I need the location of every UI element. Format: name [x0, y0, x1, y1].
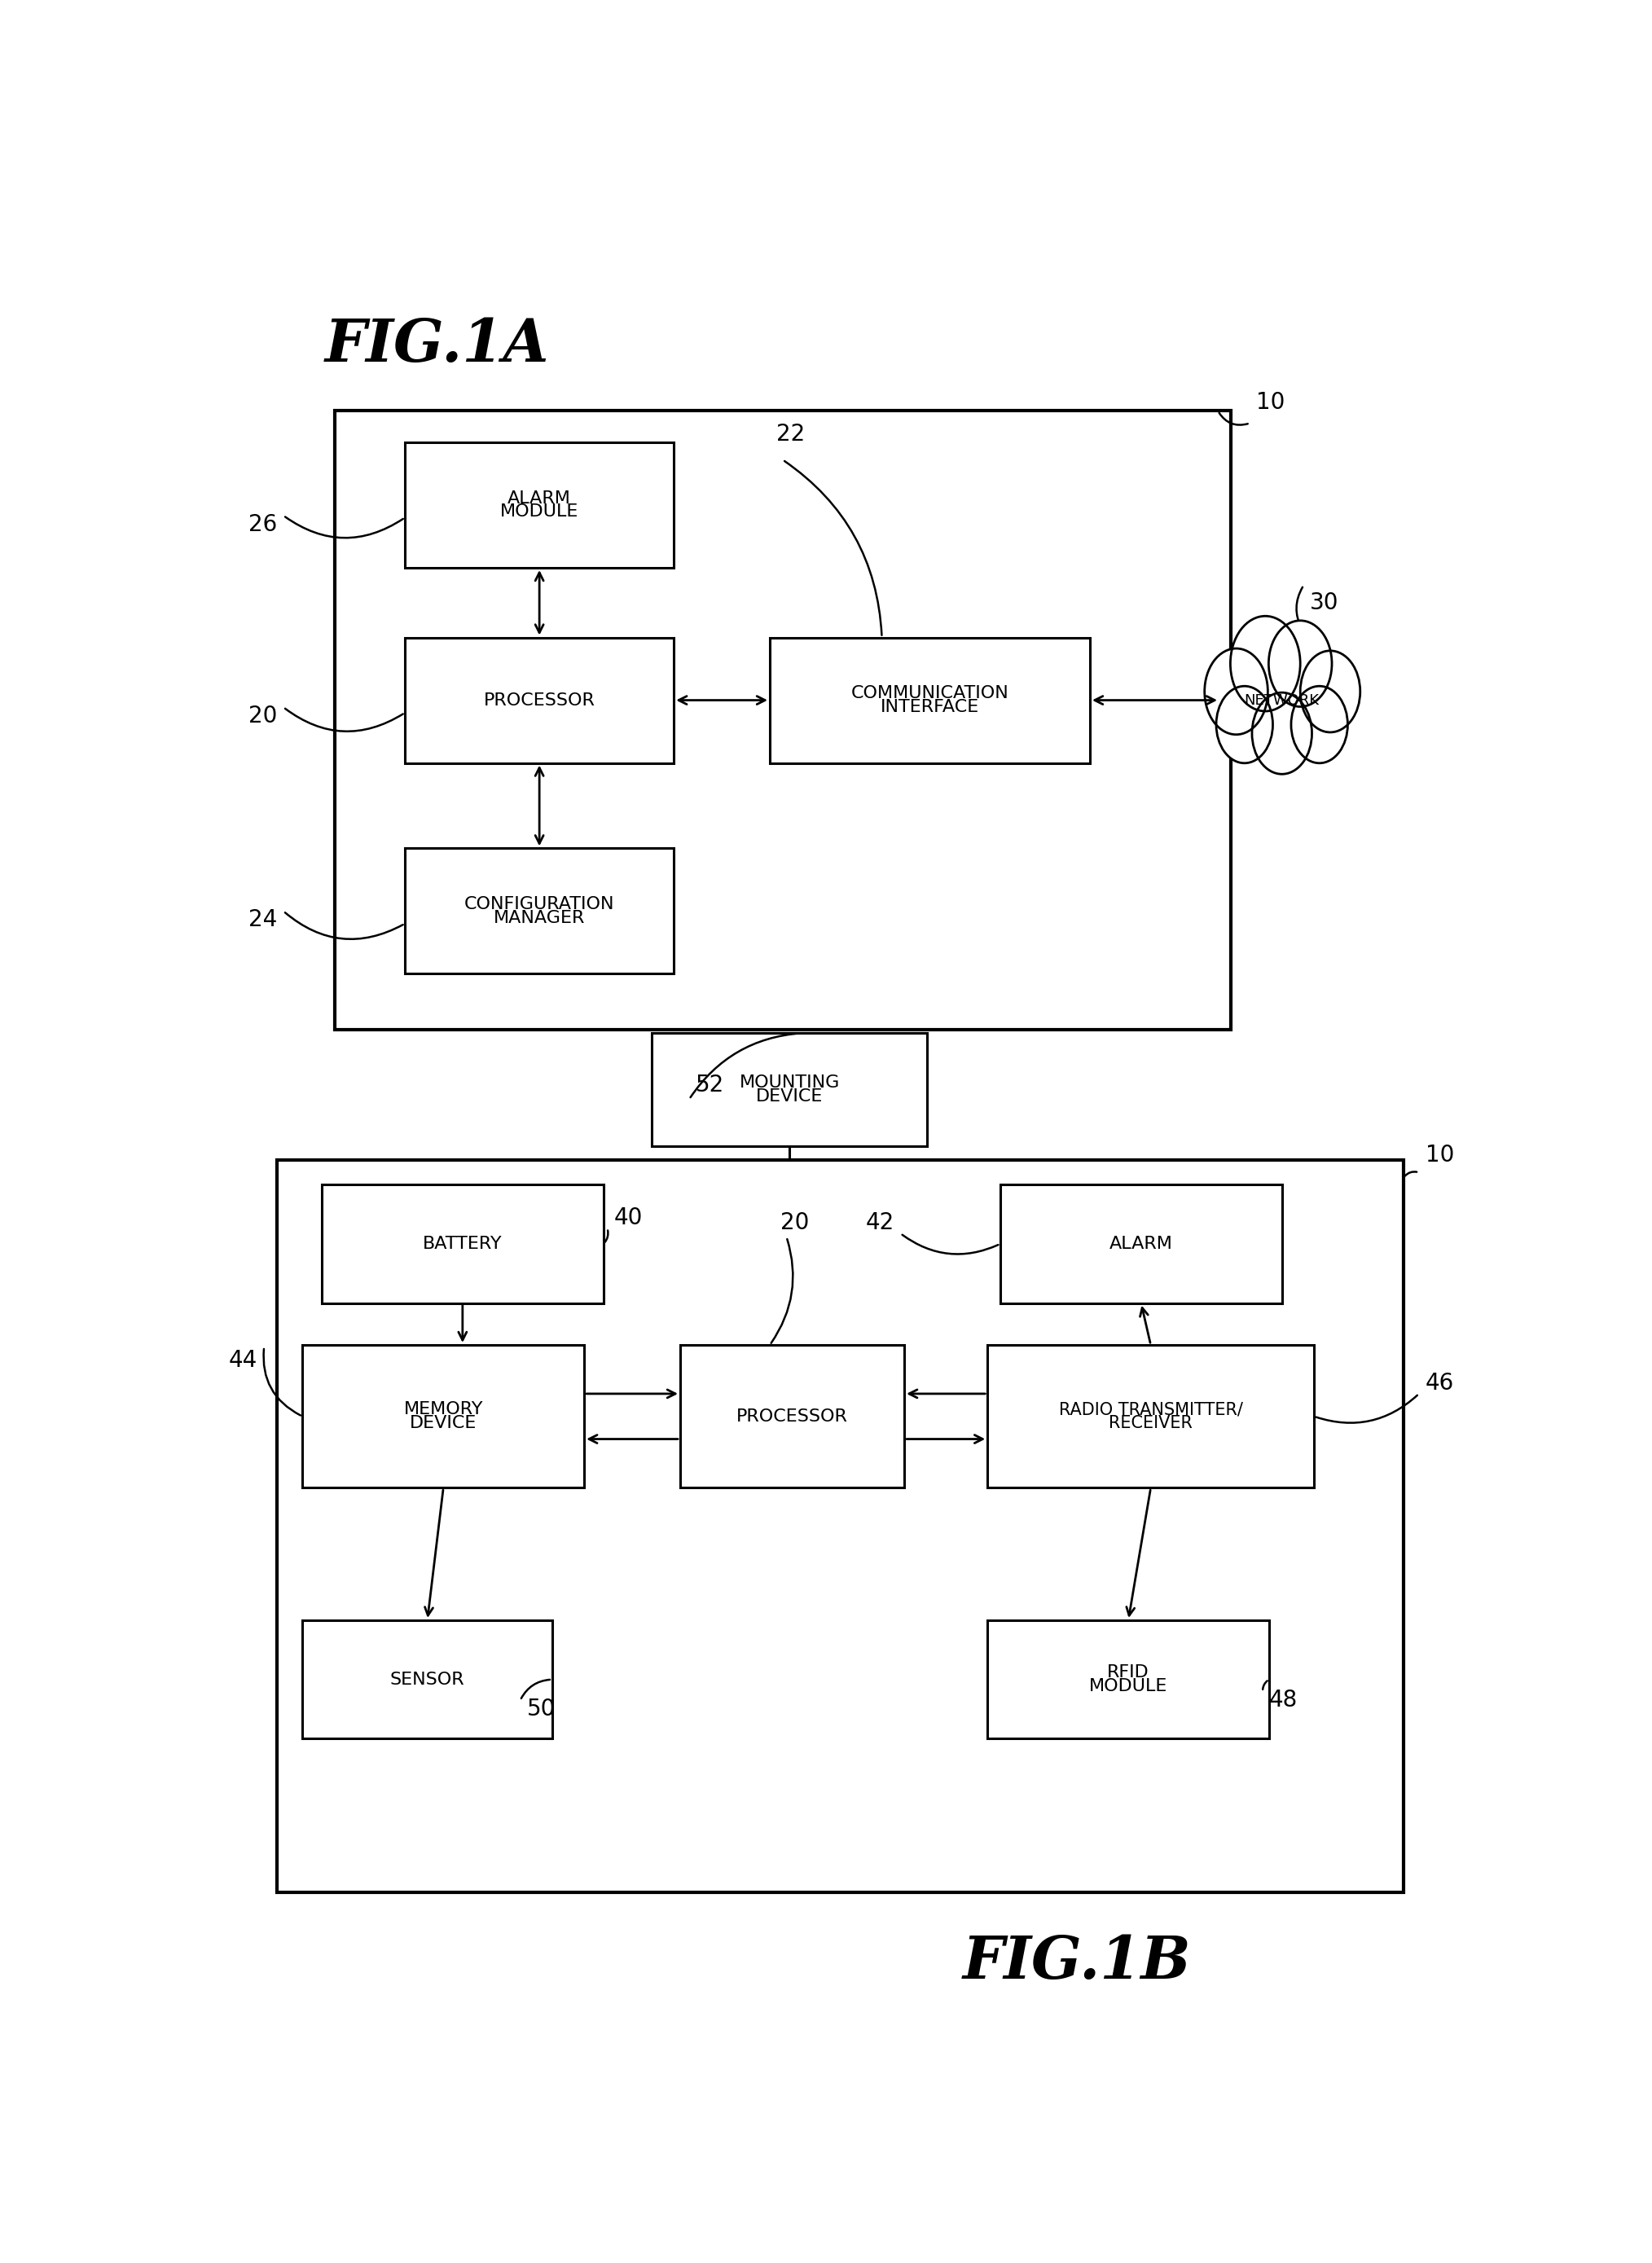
- Bar: [405, 849, 674, 973]
- Text: MODULE: MODULE: [1089, 1679, 1168, 1695]
- Circle shape: [1269, 620, 1332, 706]
- Text: 44: 44: [230, 1349, 258, 1371]
- Text: SENSOR: SENSOR: [390, 1672, 464, 1688]
- Bar: [653, 1032, 927, 1147]
- Text: INTERFACE: INTERFACE: [881, 699, 980, 715]
- Text: ALARM: ALARM: [507, 491, 572, 507]
- Circle shape: [1300, 652, 1360, 733]
- Text: DEVICE: DEVICE: [757, 1089, 823, 1104]
- Text: 30: 30: [1310, 591, 1340, 613]
- Text: PROCESSOR: PROCESSOR: [737, 1408, 847, 1423]
- Text: RADIO TRANSMITTER/: RADIO TRANSMITTER/: [1059, 1401, 1242, 1419]
- Text: FIG.1A: FIG.1A: [325, 317, 548, 373]
- Text: 20: 20: [248, 704, 278, 726]
- Bar: [770, 638, 1090, 763]
- Circle shape: [1292, 686, 1348, 763]
- Text: PROCESSOR: PROCESSOR: [484, 692, 595, 708]
- Text: RFID: RFID: [1107, 1666, 1150, 1681]
- Text: 20: 20: [780, 1211, 809, 1233]
- Bar: [334, 412, 1231, 1030]
- Text: 40: 40: [613, 1206, 643, 1229]
- Bar: [302, 1620, 552, 1738]
- Text: 24: 24: [248, 907, 278, 930]
- Circle shape: [1204, 649, 1267, 735]
- Bar: [1001, 1184, 1282, 1303]
- Text: 26: 26: [248, 514, 278, 536]
- Circle shape: [1252, 692, 1312, 774]
- Text: 52: 52: [695, 1075, 724, 1098]
- Text: NETWORK: NETWORK: [1244, 692, 1320, 708]
- Text: 50: 50: [527, 1697, 555, 1720]
- Text: CONFIGURATION: CONFIGURATION: [464, 896, 615, 912]
- Bar: [988, 1620, 1269, 1738]
- Bar: [405, 441, 674, 568]
- Bar: [405, 638, 674, 763]
- Bar: [278, 1161, 1404, 1892]
- Text: MANAGER: MANAGER: [494, 910, 585, 926]
- Text: MEMORY: MEMORY: [403, 1401, 482, 1417]
- Text: RECEIVER: RECEIVER: [1108, 1414, 1193, 1430]
- Circle shape: [1231, 616, 1300, 711]
- Circle shape: [1216, 686, 1272, 763]
- Bar: [681, 1344, 904, 1487]
- Bar: [322, 1184, 603, 1303]
- Text: FIG.1B: FIG.1B: [963, 1933, 1191, 1991]
- Text: 22: 22: [776, 423, 805, 446]
- Text: MOUNTING: MOUNTING: [740, 1075, 839, 1091]
- Text: COMMUNICATION: COMMUNICATION: [851, 686, 1009, 702]
- Text: 42: 42: [866, 1211, 894, 1233]
- Text: DEVICE: DEVICE: [410, 1414, 477, 1430]
- Text: 46: 46: [1426, 1371, 1454, 1394]
- Text: BATTERY: BATTERY: [423, 1236, 502, 1251]
- Text: ALARM: ALARM: [1110, 1236, 1173, 1251]
- Text: 10: 10: [1256, 391, 1285, 414]
- Bar: [988, 1344, 1313, 1487]
- Text: 10: 10: [1426, 1143, 1454, 1165]
- Text: MODULE: MODULE: [501, 505, 578, 520]
- Text: 48: 48: [1269, 1688, 1298, 1711]
- Bar: [302, 1344, 585, 1487]
